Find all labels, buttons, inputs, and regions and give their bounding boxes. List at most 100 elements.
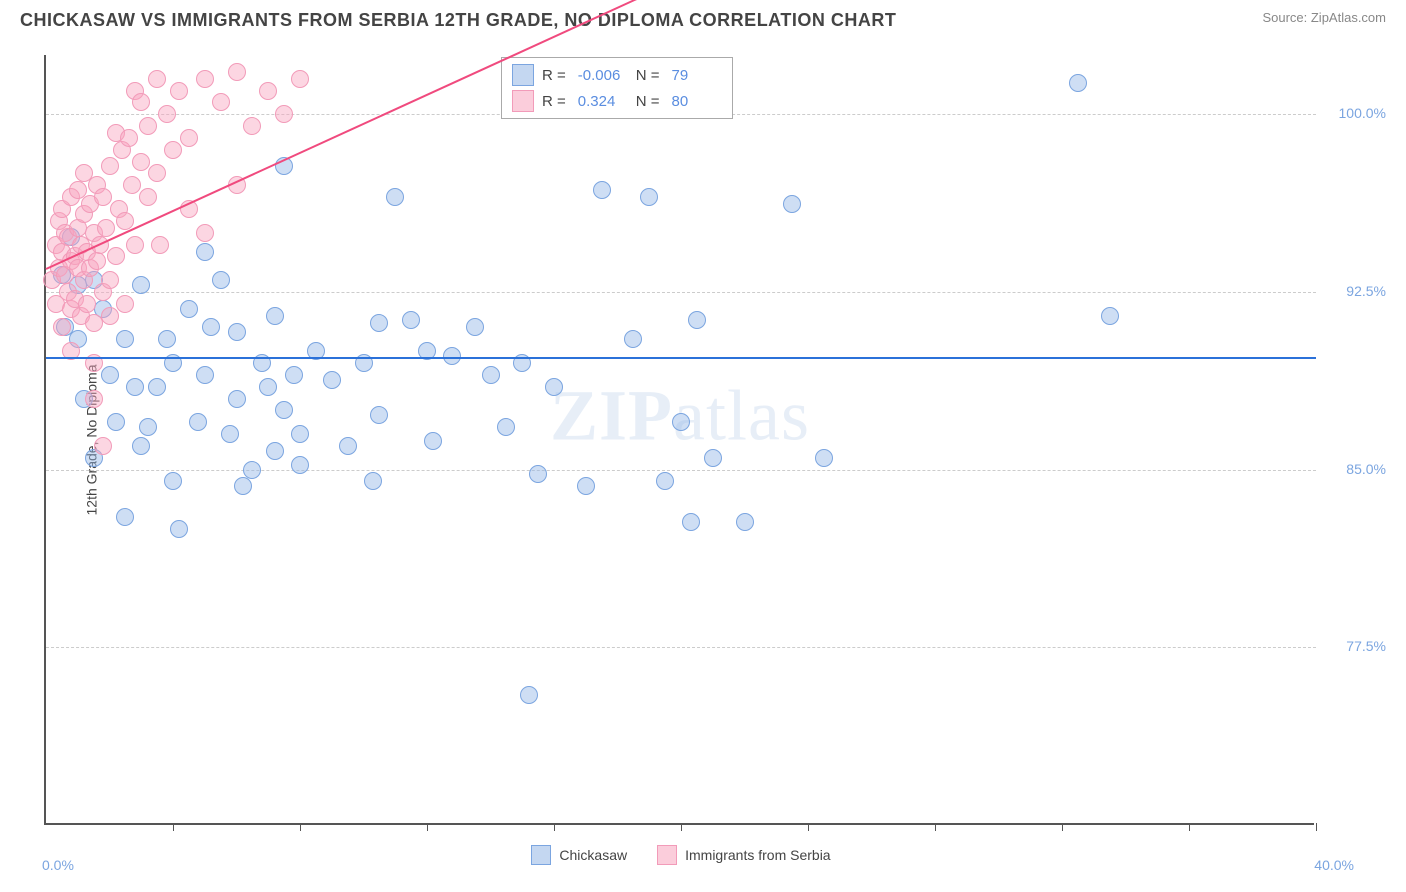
scatter-point [94, 437, 112, 455]
scatter-point [783, 195, 801, 213]
scatter-point [132, 153, 150, 171]
scatter-point [85, 390, 103, 408]
watermark-atlas: atlas [673, 375, 810, 455]
scatter-point [482, 366, 500, 384]
scatter-point [593, 181, 611, 199]
scatter-point [196, 70, 214, 88]
scatter-point [640, 188, 658, 206]
scatter-point [402, 311, 420, 329]
scatter-point [545, 378, 563, 396]
scatter-point [132, 437, 150, 455]
scatter-point [221, 425, 239, 443]
y-axis-tick-label: 100.0% [1326, 105, 1386, 121]
legend-r-label: R = [542, 67, 566, 84]
x-axis-max-label: 40.0% [1314, 857, 1354, 873]
scatter-point [101, 157, 119, 175]
scatter-point [228, 323, 246, 341]
x-axis-tick [681, 823, 682, 831]
scatter-point [116, 330, 134, 348]
legend-n-label: N = [636, 93, 660, 110]
scatter-point [107, 413, 125, 431]
x-axis-min-label: 0.0% [42, 857, 74, 873]
scatter-point [259, 82, 277, 100]
source-prefix: Source: [1262, 10, 1310, 25]
legend-row: R = 0.324 N = 80 [512, 88, 722, 114]
scatter-point [139, 418, 157, 436]
scatter-point [158, 105, 176, 123]
scatter-point [94, 188, 112, 206]
scatter-point [132, 276, 150, 294]
scatter-point [243, 461, 261, 479]
scatter-point [370, 314, 388, 332]
legend-row: R = -0.006 N = 79 [512, 62, 722, 88]
correlation-legend: R = -0.006 N = 79 R = 0.324 N = 80 [501, 57, 733, 119]
x-axis-tick [1189, 823, 1190, 831]
grid-line [46, 292, 1316, 293]
x-axis-tick [427, 823, 428, 831]
scatter-point [497, 418, 515, 436]
scatter-point [164, 141, 182, 159]
scatter-point [123, 176, 141, 194]
y-axis-tick-label: 85.0% [1326, 461, 1386, 477]
legend-n-label: N = [636, 67, 660, 84]
scatter-point [228, 390, 246, 408]
legend-n-value: 79 [672, 67, 722, 84]
scatter-point [116, 295, 134, 313]
scatter-point [97, 219, 115, 237]
scatter-point [139, 188, 157, 206]
scatter-point [148, 164, 166, 182]
scatter-point [1069, 74, 1087, 92]
scatter-point [212, 93, 230, 111]
scatter-point [180, 300, 198, 318]
scatter-point [132, 93, 150, 111]
scatter-point [196, 224, 214, 242]
scatter-point [520, 686, 538, 704]
scatter-point [164, 472, 182, 490]
scatter-point [266, 307, 284, 325]
scatter-point [364, 472, 382, 490]
scatter-point [148, 378, 166, 396]
scatter-point [815, 449, 833, 467]
scatter-point [1101, 307, 1119, 325]
scatter-point [624, 330, 642, 348]
scatter-point [443, 347, 461, 365]
scatter-point [386, 188, 404, 206]
y-axis-tick-label: 77.5% [1326, 638, 1386, 654]
scatter-point [101, 271, 119, 289]
trend-line [46, 357, 1316, 359]
scatter-point [704, 449, 722, 467]
x-axis-tick [173, 823, 174, 831]
scatter-point [672, 413, 690, 431]
legend-swatch-blue [512, 64, 534, 86]
x-axis-tick [1316, 823, 1317, 831]
scatter-point [107, 247, 125, 265]
x-axis-tick [1062, 823, 1063, 831]
scatter-point [577, 477, 595, 495]
scatter-point [291, 456, 309, 474]
scatter-point [101, 366, 119, 384]
scatter-point [656, 472, 674, 490]
grid-line [46, 647, 1316, 648]
scatter-point [736, 513, 754, 531]
legend-swatch-blue [531, 845, 551, 865]
scatter-point [126, 236, 144, 254]
legend-label: Immigrants from Serbia [685, 847, 830, 863]
y-axis-tick-label: 92.5% [1326, 283, 1386, 299]
scatter-point [189, 413, 207, 431]
legend-r-label: R = [542, 93, 566, 110]
trend-line [46, 0, 1317, 270]
x-axis-tick [300, 823, 301, 831]
scatter-point [466, 318, 484, 336]
grid-line [46, 470, 1316, 471]
scatter-point [196, 366, 214, 384]
plot-area: ZIPatlas R = -0.006 N = 79 R = 0.324 N =… [44, 55, 1314, 825]
scatter-point [88, 252, 106, 270]
scatter-point [101, 307, 119, 325]
series-legend: Chickasaw Immigrants from Serbia [46, 845, 1316, 865]
scatter-point [291, 425, 309, 443]
scatter-point [529, 465, 547, 483]
source-name: ZipAtlas.com [1311, 10, 1386, 25]
scatter-point [158, 330, 176, 348]
scatter-point [151, 236, 169, 254]
legend-swatch-pink [657, 845, 677, 865]
